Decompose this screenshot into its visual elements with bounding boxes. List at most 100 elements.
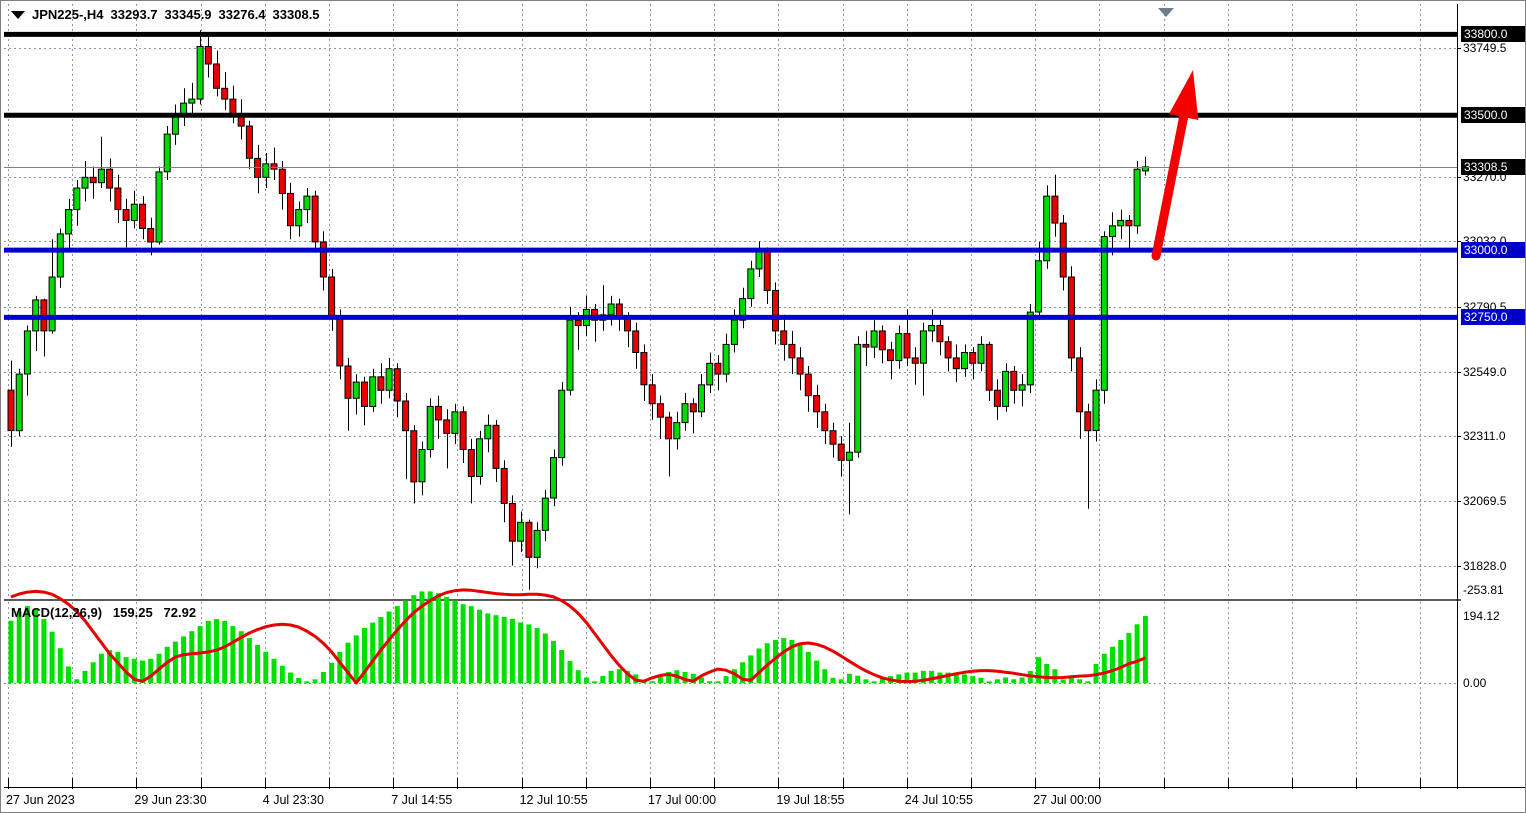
bear-candle xyxy=(139,203,146,229)
macd-histogram-bar xyxy=(789,639,795,683)
macd-histogram-bar xyxy=(731,669,737,683)
bear-candle xyxy=(878,330,886,351)
macd-histogram-bar xyxy=(329,662,335,683)
macd-axis-label: 0.00 xyxy=(1463,676,1487,690)
bull-candle xyxy=(484,424,492,440)
bullish-arrow-head[interactable] xyxy=(1168,70,1199,121)
ohlc-low: 33276.4 xyxy=(218,7,266,22)
macd-histogram-bar xyxy=(649,681,655,683)
symbol-dropdown-icon[interactable] xyxy=(11,10,25,19)
bull-candle xyxy=(1133,168,1141,227)
macd-histogram-bar xyxy=(263,651,269,683)
macd-histogram-bar xyxy=(723,676,729,683)
macd-histogram-bar xyxy=(477,609,482,683)
macd-histogram-bar xyxy=(8,620,14,683)
bull-candle xyxy=(1002,370,1010,407)
symbol-period-label: JPN225-,H4 xyxy=(32,7,104,22)
bear-candle xyxy=(147,228,155,243)
bull-candle xyxy=(155,171,163,243)
bear-candle xyxy=(336,316,344,367)
macd-histogram-bar xyxy=(1085,681,1091,683)
bear-candle xyxy=(656,403,664,418)
macd-histogram-bar xyxy=(33,609,39,683)
macd-histogram-bar xyxy=(435,593,441,683)
bull-candle xyxy=(23,330,31,375)
bull-candle xyxy=(1109,225,1116,238)
bull-candle xyxy=(895,333,903,362)
bear-candle xyxy=(245,125,253,159)
macd-histogram-bar xyxy=(288,672,293,683)
chart-canvas[interactable] xyxy=(4,4,1461,790)
bear-candle xyxy=(969,352,977,364)
price-level-badge: 33308.5 xyxy=(1461,158,1525,175)
macd-histogram-bar xyxy=(82,670,88,683)
macd-histogram-bar xyxy=(493,615,499,683)
bear-candle xyxy=(311,195,319,243)
bull-candle xyxy=(48,276,56,332)
macd-histogram-bar xyxy=(230,626,236,683)
bull-candle xyxy=(854,343,862,453)
bear-candle xyxy=(640,352,648,386)
price-tick-label: 33749.5 xyxy=(1463,41,1507,55)
bull-candle xyxy=(369,376,377,407)
bear-candle xyxy=(887,349,894,362)
bull-candle xyxy=(517,521,525,542)
bull-candle xyxy=(1018,384,1026,391)
bull-candle xyxy=(739,298,747,321)
time-axis-label: 29 Jun 23:30 xyxy=(134,793,207,807)
macd-histogram-bar xyxy=(690,673,696,683)
bear-candle xyxy=(936,325,944,343)
bear-candle xyxy=(821,411,829,432)
macd-histogram-bar xyxy=(172,641,178,683)
bull-candle xyxy=(295,209,303,227)
shift-marker-icon[interactable] xyxy=(1158,8,1174,17)
bear-candle xyxy=(804,373,812,397)
price-tick-label: 31828.0 xyxy=(1463,559,1507,573)
macd-histogram-bar xyxy=(370,622,376,683)
macd-histogram-bar xyxy=(386,611,392,683)
bear-candle xyxy=(459,411,467,450)
time-axis[interactable]: 27 Jun 2023 29 Jun 23:30 4 Jul 23:30 7 Jul … xyxy=(1,789,1525,812)
bear-candle xyxy=(952,357,960,370)
macd-histogram-bar xyxy=(953,674,959,683)
bull-candle xyxy=(566,319,574,391)
bear-candle xyxy=(492,424,500,469)
bull-candle xyxy=(130,203,138,221)
bear-candle xyxy=(1084,411,1092,432)
macd-histogram-bar xyxy=(164,646,170,683)
macd-histogram-bar xyxy=(879,677,885,683)
price-tick-label: 32549.0 xyxy=(1463,364,1507,379)
macd-histogram-bar xyxy=(24,606,30,683)
macd-histogram-bar xyxy=(98,653,104,683)
time-axis-label: 27 Jun 2023 xyxy=(6,793,75,807)
macd-histogram-bar xyxy=(1110,646,1115,683)
macd-histogram-bar xyxy=(49,631,55,683)
price-axis[interactable]: 33749.533270.033032.032790.532549.032311… xyxy=(1461,1,1525,786)
bear-candle xyxy=(204,46,212,65)
bull-candle xyxy=(418,449,426,483)
bear-candle xyxy=(1076,357,1084,413)
macd-histogram-bar xyxy=(485,613,491,683)
ohlc-open: 33293.7 xyxy=(110,7,158,22)
macd-histogram-bar xyxy=(320,672,326,683)
macd-histogram-bar xyxy=(1003,677,1009,683)
macd-histogram-bar xyxy=(616,669,622,683)
macd-histogram-bar xyxy=(699,677,704,683)
price-tick-label: 32311.0 xyxy=(1463,428,1506,443)
macd-histogram-bar xyxy=(805,651,811,683)
macd-histogram-bar xyxy=(945,672,951,683)
bull-candle xyxy=(73,187,81,211)
macd-histogram-bar xyxy=(978,677,984,683)
macd-histogram-bar xyxy=(57,648,63,683)
macd-histogram-bar xyxy=(600,676,606,683)
macd-name: MACD(12,26,9) xyxy=(11,605,103,620)
bull-candle xyxy=(870,330,878,348)
macd-histogram-bar xyxy=(666,672,672,683)
macd-histogram-bar xyxy=(542,633,548,683)
macd-histogram-bar xyxy=(140,660,145,683)
bull-candle xyxy=(65,209,72,235)
macd-histogram-bar xyxy=(452,600,458,683)
bear-candle xyxy=(434,405,442,421)
macd-histogram-bar xyxy=(575,670,581,683)
bullish-arrow-shaft[interactable] xyxy=(1151,106,1190,261)
